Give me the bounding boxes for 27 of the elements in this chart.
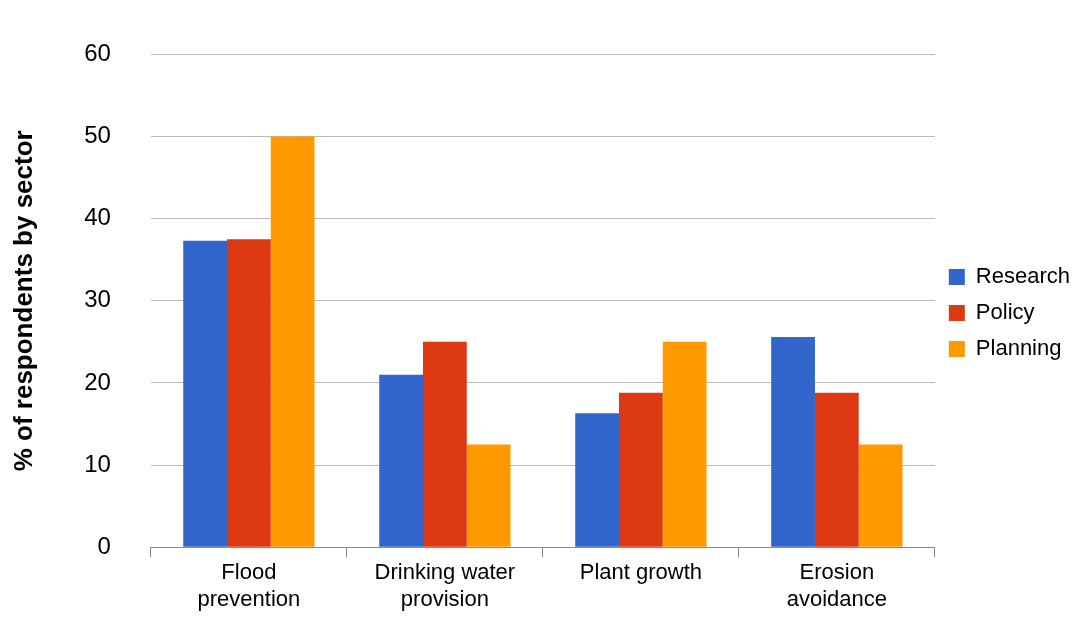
- y-tick-label: 20: [84, 367, 111, 395]
- y-axis-title: % of respondents by sector: [7, 130, 38, 472]
- y-tick-label: 40: [84, 203, 111, 231]
- bar: [227, 239, 271, 547]
- bar: [662, 341, 707, 547]
- bar: [814, 392, 859, 547]
- bar: [858, 444, 903, 547]
- bar: [575, 413, 619, 547]
- bar: [422, 341, 467, 547]
- x-tick-label: Erosion avoidance: [786, 559, 888, 611]
- y-tick-label: 50: [84, 121, 111, 149]
- bar: [771, 336, 815, 547]
- bar: [270, 136, 315, 547]
- x-tick-label: Plant growth: [579, 559, 703, 585]
- bar: [466, 444, 511, 547]
- y-tick-label: 30: [84, 285, 111, 313]
- legend-label: Research: [975, 263, 1070, 289]
- y-tick-label: 60: [84, 39, 111, 67]
- bar: [618, 392, 663, 547]
- bar: [379, 374, 423, 547]
- x-tick-label: Flood prevention: [197, 559, 301, 611]
- x-tick-label: Drinking water provision: [374, 559, 516, 611]
- y-tick-label: 0: [97, 531, 111, 559]
- y-tick-label: 10: [84, 449, 111, 477]
- legend-label: Policy: [975, 299, 1035, 325]
- bar: [183, 240, 227, 547]
- legend-label: Planning: [975, 335, 1062, 361]
